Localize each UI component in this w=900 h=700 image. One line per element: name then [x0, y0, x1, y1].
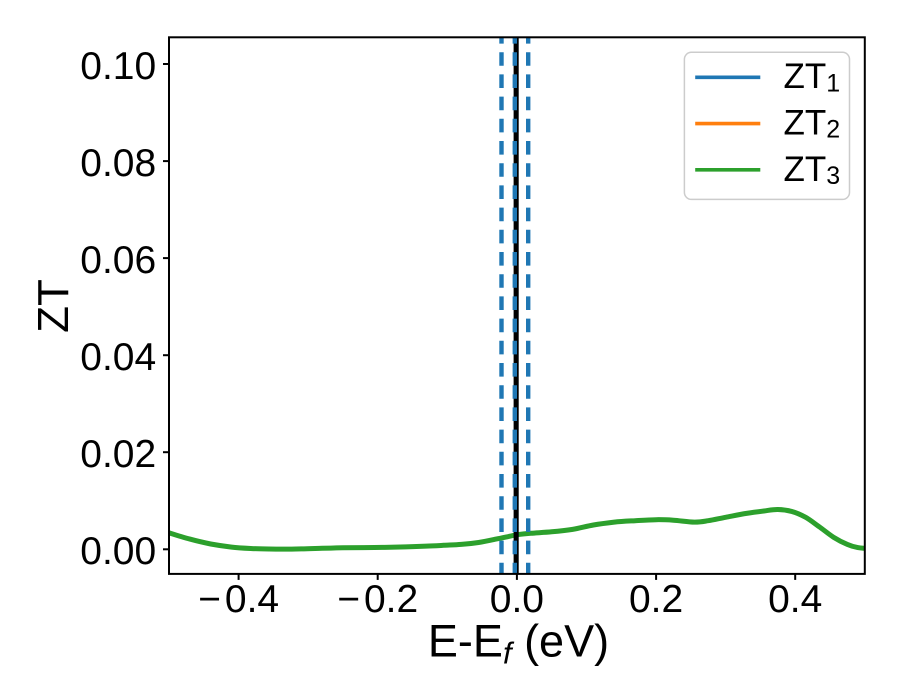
svg-text:0.10: 0.10: [80, 45, 156, 88]
svg-text:0.06: 0.06: [80, 239, 156, 282]
svg-text:0.08: 0.08: [80, 142, 156, 185]
svg-text:−0.4: −0.4: [198, 578, 279, 621]
svg-text:0.0: 0.0: [490, 578, 544, 621]
svg-text:E-Ef (eV): E-Ef (eV): [428, 616, 609, 671]
svg-text:0.04: 0.04: [80, 336, 156, 379]
svg-text:0.02: 0.02: [80, 433, 156, 476]
svg-text:0.4: 0.4: [768, 578, 822, 621]
svg-text:ZT: ZT: [29, 279, 78, 333]
svg-text:−0.2: −0.2: [337, 578, 418, 621]
svg-text:0.00: 0.00: [80, 530, 156, 573]
svg-text:0.2: 0.2: [629, 578, 683, 621]
